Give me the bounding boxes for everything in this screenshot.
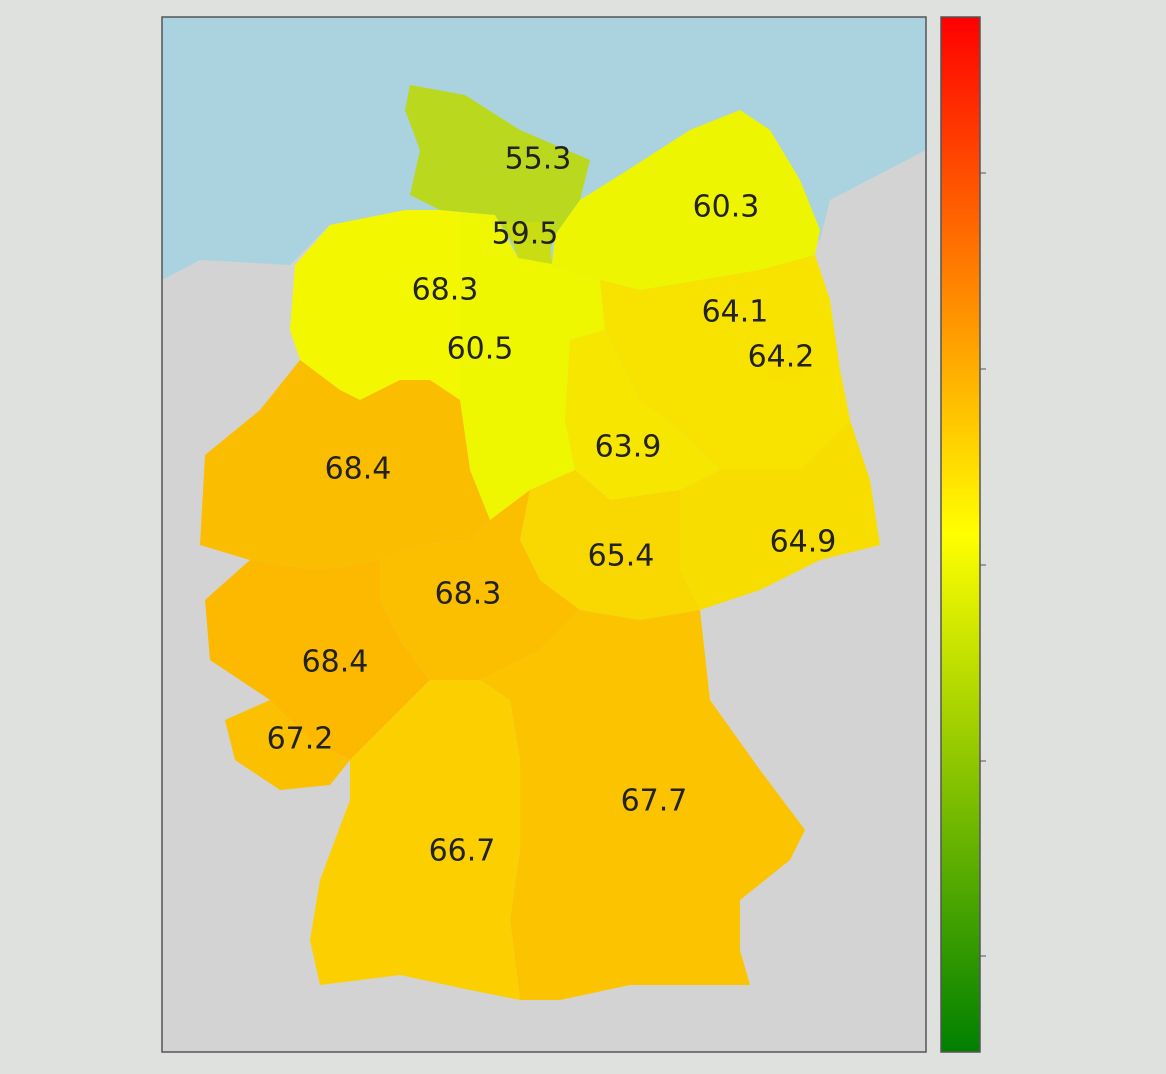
colorbar-gradient <box>940 16 981 1053</box>
region <box>762 338 806 380</box>
region <box>380 490 580 680</box>
region <box>552 110 820 290</box>
region-label: 59.5 <box>492 217 559 252</box>
region-label: 67.2 <box>267 722 334 757</box>
map-frame: 55.3 59.5 60.3 68.3 60.5 64.1 64.2 63.9 68.4 64.9… <box>161 16 927 1053</box>
region-label: 67.7 <box>621 784 688 819</box>
region <box>310 680 520 1000</box>
region <box>205 560 430 760</box>
region-label: 64.9 <box>770 525 837 560</box>
regions <box>200 85 880 1000</box>
region <box>565 330 720 500</box>
region <box>680 420 880 610</box>
region-label: 64.2 <box>748 340 815 375</box>
region-label: 66.7 <box>429 834 496 869</box>
region <box>200 360 490 570</box>
map-border <box>161 16 927 1053</box>
region-label: 68.3 <box>435 577 502 612</box>
region-label: 60.5 <box>447 332 514 367</box>
labels: 55.3 59.5 60.3 68.3 60.5 64.1 64.2 63.9 68.4 64.9… <box>267 142 837 869</box>
colorbar <box>940 16 986 1053</box>
region-label: 63.9 <box>595 430 662 465</box>
region <box>520 470 700 620</box>
region-label: 65.4 <box>588 539 655 574</box>
region-label: 68.4 <box>302 645 369 680</box>
region-label: 68.4 <box>325 452 392 487</box>
region-label: 64.1 <box>702 295 769 330</box>
region <box>505 222 552 264</box>
region-label: 55.3 <box>505 142 572 177</box>
region <box>290 210 460 400</box>
region-label: 60.3 <box>693 190 760 225</box>
region-label: 68.3 <box>412 273 479 308</box>
region <box>405 85 590 265</box>
region <box>225 700 350 790</box>
region <box>460 212 605 520</box>
region <box>480 610 805 1000</box>
region <box>600 255 850 470</box>
